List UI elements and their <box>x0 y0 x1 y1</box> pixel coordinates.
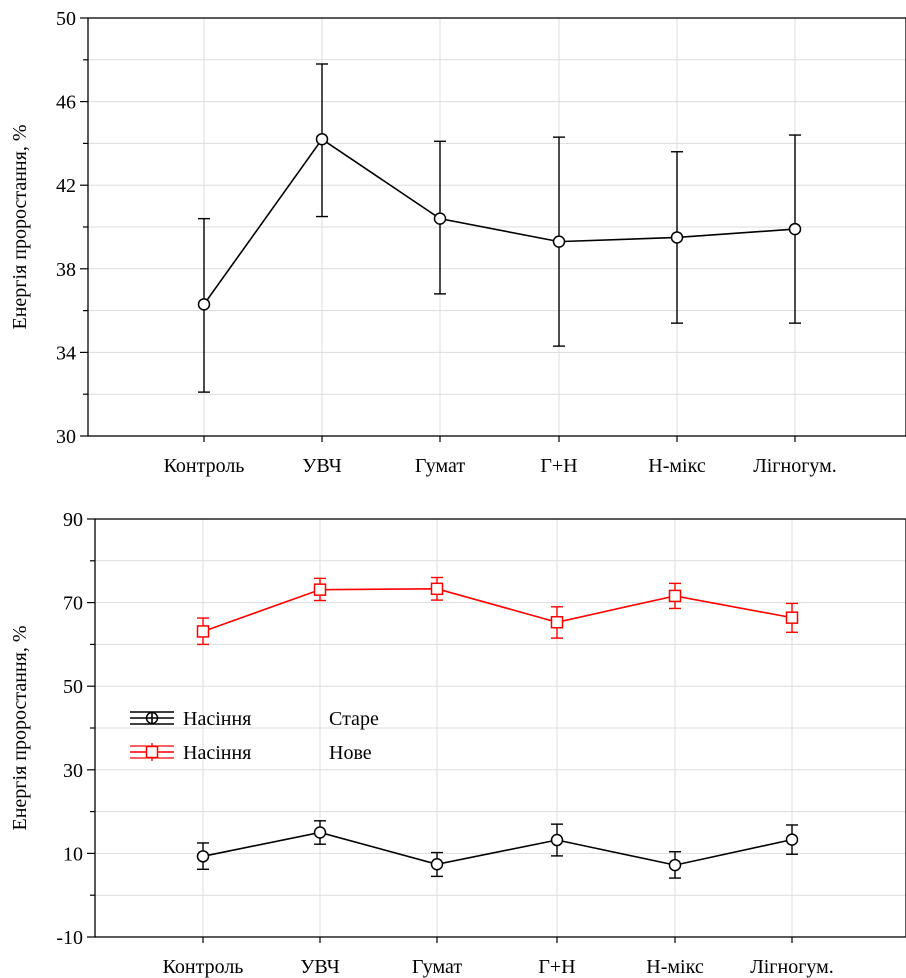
data-point-circle <box>315 132 329 146</box>
data-point-circle <box>670 231 684 244</box>
x-tick-label: Гумат <box>415 455 465 477</box>
legend-square-marker-icon <box>145 745 159 759</box>
x-tick-label: Г+Н <box>540 455 577 477</box>
data-point-circle <box>313 826 327 839</box>
series-line <box>202 831 793 866</box>
chart-bottom-legend: Насіння Старе Насіння Нове <box>130 708 379 764</box>
x-tick-label: Н-мікс <box>648 455 706 477</box>
data-point-circle <box>433 212 447 225</box>
series-line <box>202 588 793 633</box>
y-tick-label: 42 <box>56 175 76 197</box>
x-tick-label: Г+Н <box>538 956 575 978</box>
data-point-circle <box>197 298 211 311</box>
chart-top: 30 34 38 42 46 50 Контроль УВЧ Гумат Г+Н Н-мікс Лі… <box>9 8 906 477</box>
chart-bottom-y-axis-label: Енергія проростання, % <box>9 626 31 831</box>
chart-bottom-y-ticks: -10 10 30 50 70 90 <box>56 509 95 949</box>
data-point-circle <box>550 833 564 847</box>
y-tick-label: 90 <box>63 509 83 531</box>
y-tick-label: 34 <box>56 342 76 364</box>
y-tick-label: 30 <box>56 426 76 448</box>
x-tick-label: Лігногум. <box>750 956 834 978</box>
data-point-square <box>785 611 799 624</box>
x-tick-label: УВЧ <box>302 455 342 477</box>
data-point-circle <box>196 850 210 863</box>
data-point-circle <box>788 222 802 236</box>
data-point-square <box>430 582 444 596</box>
chart-top-x-ticks: Контроль УВЧ Гумат Г+Н Н-мікс Лігногум. <box>164 436 837 477</box>
x-tick-label: Контроль <box>163 956 244 978</box>
y-tick-label: 10 <box>63 843 83 865</box>
y-tick-label: -10 <box>56 927 83 949</box>
chart-bottom-series <box>196 576 799 879</box>
y-tick-label: 38 <box>56 259 76 281</box>
y-tick-label: 50 <box>63 676 83 698</box>
legend-entry-new-level: Нове <box>329 742 372 764</box>
legend-entry-old-level: Старе <box>329 708 379 730</box>
data-point-circle <box>668 858 682 872</box>
data-point-circle <box>785 833 799 846</box>
chart-top-series <box>197 63 802 393</box>
data-point-square <box>313 583 327 596</box>
chart-bottom-x-ticks: Контроль УВЧ Гумат Г+Н Н-мікс Лігногум. <box>163 937 834 978</box>
x-tick-label: Гумат <box>412 956 462 978</box>
x-tick-label: УВЧ <box>300 956 340 978</box>
y-tick-label: 46 <box>56 92 76 114</box>
x-tick-label: Н-мікс <box>646 956 704 978</box>
series-line <box>203 138 796 305</box>
y-tick-label: 70 <box>63 593 83 615</box>
data-point-square <box>196 625 210 638</box>
chart-bottom: -10 10 30 50 70 90 Контроль УВЧ Гумат Г+Н Н-мікс Л… <box>9 509 906 978</box>
data-point-circle <box>552 235 566 248</box>
legend-circle-marker-icon <box>145 711 159 725</box>
data-point-square <box>668 589 682 603</box>
legend-entry-old-name: Насіння <box>183 708 251 730</box>
chart-top-y-axis-label: Енергія проростання, % <box>9 125 31 330</box>
legend-entry-old: Насіння Старе <box>130 708 379 730</box>
y-tick-label: 50 <box>56 8 76 30</box>
chart-top-grid <box>88 18 906 436</box>
data-point-square <box>550 615 564 629</box>
y-tick-label: 30 <box>63 760 83 782</box>
x-tick-label: Лігногум. <box>753 455 837 477</box>
legend-entry-new-name: Насіння <box>183 742 251 764</box>
data-point-circle <box>430 858 444 871</box>
chart-top-y-ticks: 30 34 38 42 46 50 <box>56 8 88 448</box>
x-tick-label: Контроль <box>164 455 245 477</box>
legend-entry-new: Насіння Нове <box>130 742 372 764</box>
